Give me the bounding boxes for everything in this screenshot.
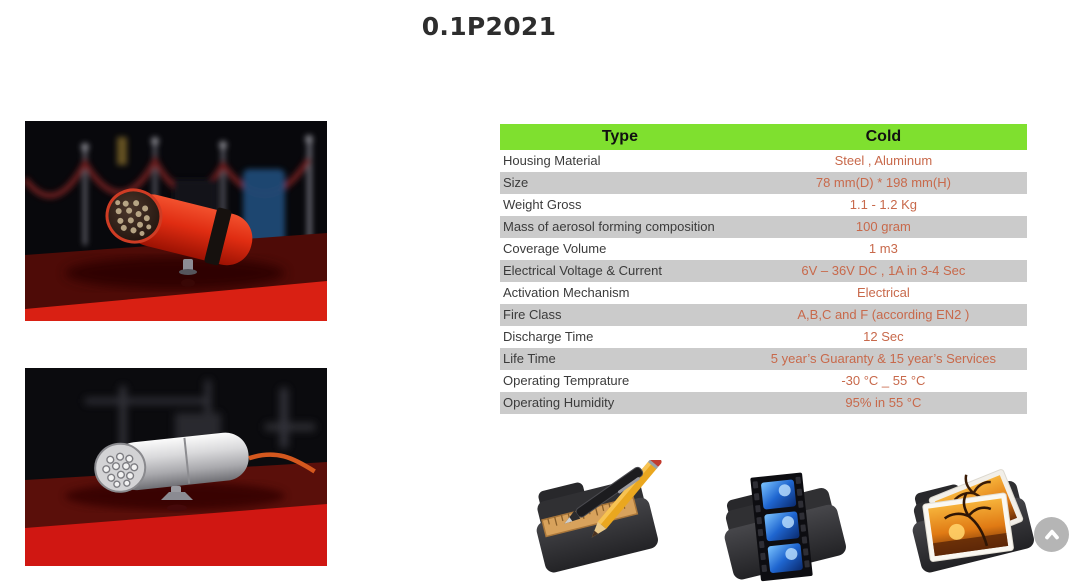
table-row: Housing Material Steel , Aluminum	[500, 150, 1027, 172]
chevron-up-icon	[1044, 529, 1059, 539]
spec-value: 100 gram	[855, 219, 911, 234]
spec-label: Activation Mechanism	[503, 285, 630, 300]
spec-value: -30 °C _ 55 °C	[841, 373, 926, 388]
table-row: Life Time 5 year’s Guaranty & 15 year’s …	[500, 348, 1027, 370]
photos-folder-image	[912, 469, 1034, 573]
table-row: Operating Humidity 95% in 55 °C	[500, 392, 1027, 414]
spec-value: A,B,C and F (according EN2 )	[797, 307, 970, 322]
spec-label: Discharge Time	[503, 329, 594, 344]
spec-label: Coverage Volume	[503, 241, 607, 256]
spec-value: 78 mm(D) * 198 mm(H)	[815, 175, 951, 190]
page-title: 0.1P2021	[421, 12, 557, 41]
spec-value: 95% in 55 °C	[845, 395, 922, 410]
table-row: Fire Class A,B,C and F (according EN2 )	[500, 304, 1027, 326]
spec-label: Operating Temprature	[503, 373, 630, 388]
spec-value: 1 m3	[868, 241, 898, 256]
table-row: Coverage Volume 1 m3	[500, 238, 1027, 260]
table-row: Mass of aerosol forming composition 100 …	[500, 216, 1027, 238]
drafting-tools-folder-icon[interactable]	[522, 460, 662, 575]
spec-label: Size	[503, 175, 529, 190]
spec-value: 1.1 - 1.2 Kg	[849, 197, 917, 212]
table-row: Weight Gross 1.1 - 1.2 Kg	[500, 194, 1027, 216]
spec-value: 12 Sec	[863, 329, 904, 344]
product-photo-steel-device[interactable]	[25, 368, 327, 566]
photos-folder-icon[interactable]	[898, 460, 1038, 575]
film-folder-icon[interactable]	[710, 467, 850, 582]
spec-table-header-type: Type	[601, 128, 638, 145]
drafting-tools-folder-image	[536, 460, 662, 573]
table-row: Activation Mechanism Electrical	[500, 282, 1027, 304]
spec-label: Mass of aerosol forming composition	[503, 219, 715, 234]
table-row: Discharge Time 12 Sec	[500, 326, 1027, 348]
spec-label: Housing Material	[503, 153, 601, 168]
gallery	[0, 455, 1085, 582]
spec-label: Fire Class	[503, 307, 562, 322]
spec-label: Operating Humidity	[503, 395, 615, 410]
spec-value: Electrical	[857, 285, 910, 300]
spec-value: 6V – 36V DC , 1A in 3-4 Sec	[801, 263, 966, 278]
spec-label: Weight Gross	[503, 197, 582, 212]
table-row: Size 78 mm(D) * 198 mm(H)	[500, 172, 1027, 194]
spec-label: Life Time	[503, 351, 556, 366]
spec-value: 5 year’s Guaranty & 15 year’s Services	[770, 351, 996, 366]
film-folder-image	[724, 472, 846, 582]
spec-table: Type Cold Housing Material Steel , Alumi…	[500, 124, 1027, 414]
spec-table-header: Type Cold	[500, 124, 1027, 150]
spec-label: Electrical Voltage & Current	[503, 263, 662, 278]
table-row: Operating Temprature -30 °C _ 55 °C	[500, 370, 1027, 392]
table-row: Electrical Voltage & Current 6V – 36V DC…	[500, 260, 1027, 282]
spec-table-header-cold: Cold	[865, 128, 902, 145]
product-photo-red-device-image	[25, 121, 327, 321]
scroll-to-top-button[interactable]	[1034, 517, 1069, 552]
product-photo-steel-device-image	[25, 368, 327, 566]
spec-value: Steel , Aluminum	[834, 153, 933, 168]
product-photo-red-device[interactable]	[25, 121, 327, 321]
